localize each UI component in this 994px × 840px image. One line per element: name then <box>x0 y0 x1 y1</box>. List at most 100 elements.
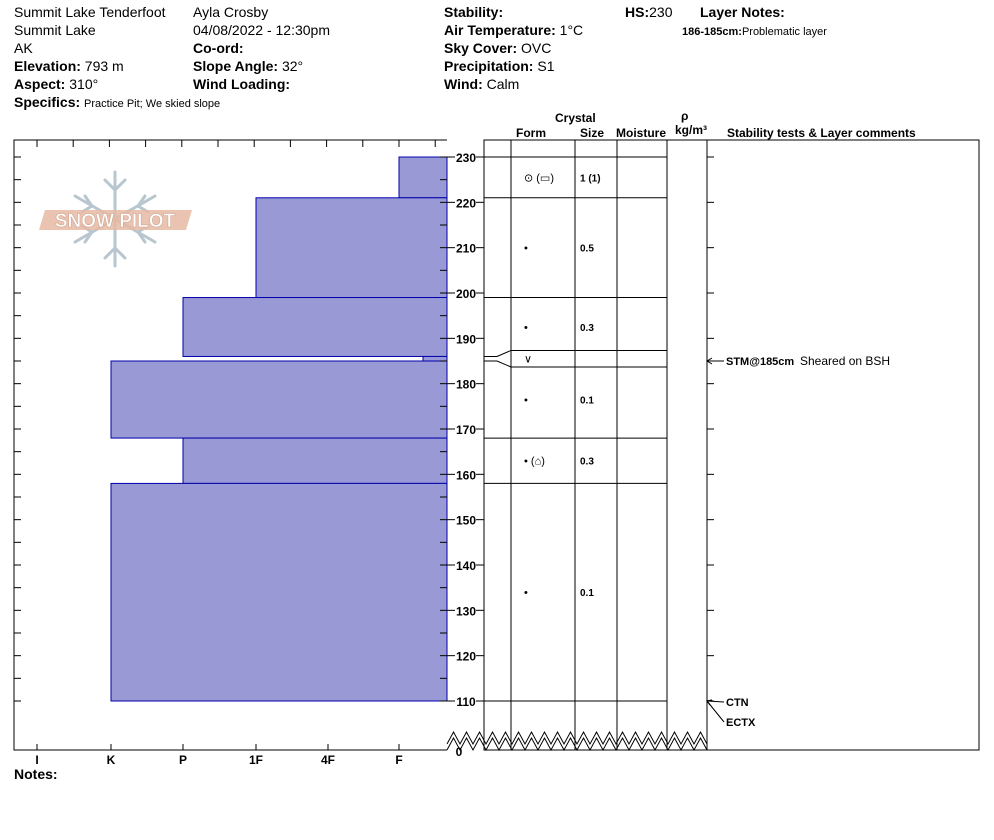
stability: Stability: <box>444 4 503 21</box>
elevation: Elevation: 793 m <box>14 58 124 75</box>
air-temp-label: Air Temperature: <box>444 22 556 38</box>
air-temperature: Air Temperature: 1°C <box>444 22 583 39</box>
height-tick-label: 110 <box>456 695 476 709</box>
height-tick-label: 230 <box>456 151 476 165</box>
test-label: CTN <box>726 697 749 709</box>
test-label: STM@185cm <box>726 356 794 368</box>
hardness-axis: I K P 1F 4F F <box>35 744 403 767</box>
layer-note-text: Problematic layer <box>741 26 827 38</box>
aspect-label: Aspect: <box>14 76 66 92</box>
sky-label: Sky Cover: <box>444 40 518 56</box>
hardness-label: K <box>107 753 116 767</box>
slope-value: 32° <box>281 58 304 74</box>
crystal-size: 0.5 <box>580 244 594 255</box>
height-tick-label: 190 <box>456 332 476 346</box>
size-header: Size <box>580 126 605 140</box>
layer-notes-label: Layer Notes: <box>700 4 785 20</box>
wind-value: Calm <box>486 76 520 92</box>
crystal-form: • <box>524 587 528 599</box>
sky-value: OVC <box>521 40 552 56</box>
height-tick-label: 120 <box>456 650 476 664</box>
hs-label: HS: <box>625 4 650 20</box>
moisture-header: Moisture <box>616 126 667 140</box>
layer-connector <box>484 350 512 357</box>
axis-break <box>446 730 708 746</box>
elevation-label: Elevation: <box>14 58 81 74</box>
height-tick-label: 180 <box>456 378 476 392</box>
precipitation: Precipitation: S1 <box>444 58 554 75</box>
crystal-form: ∨ <box>524 354 532 366</box>
test-label: ECTX <box>726 717 756 729</box>
aspect: Aspect: 310° <box>14 76 98 93</box>
height-tick-label: 160 <box>456 468 476 482</box>
crystal-header: Crystal <box>555 111 596 125</box>
density-symbol: ρ <box>681 109 689 123</box>
crystal-size: 0.1 <box>580 588 594 599</box>
crystal-size: 1 (1) <box>580 173 601 184</box>
test-arrowhead <box>706 699 713 706</box>
aspect-value: 310° <box>69 76 99 92</box>
stability-header: Stability tests & Layer comments <box>727 126 916 140</box>
specifics-label: Specifics: <box>14 94 81 110</box>
specifics: Specifics: Practice Pit; We skied slope <box>14 94 220 113</box>
height-tick-label: 170 <box>456 423 476 437</box>
table-frame <box>483 139 980 751</box>
height-tick-label: 210 <box>456 242 476 256</box>
layer-grid: ⊙ (▭) 1 (1) • 0.5 • 0.3 ∨ • 0.1 • (⌂) 0.3 • 0.1 <box>484 156 667 702</box>
crystal-size: 0.3 <box>580 323 594 334</box>
height-tick-label: 200 <box>456 287 476 301</box>
hardness-label: F <box>395 753 402 767</box>
hardness-bar <box>398 156 448 199</box>
state: AK <box>14 40 33 56</box>
hardness-bar <box>255 197 448 299</box>
wind-loading: Wind Loading: <box>193 76 290 93</box>
site-name: Summit Lake Tenderfoot <box>14 4 166 20</box>
hardness-bar <box>110 360 448 439</box>
snow-height: HS:230 <box>625 4 672 21</box>
observer: Ayla Crosby <box>193 4 269 20</box>
hardness-bar <box>182 297 448 357</box>
axis-break <box>446 736 708 752</box>
layer-note: 186-185cm:Problematic layer <box>682 24 827 41</box>
coord-label: Co-ord: <box>193 40 244 56</box>
hardness-label: I <box>35 753 38 767</box>
layer-notes: Layer Notes: <box>700 4 785 21</box>
hardness-bar <box>422 355 448 362</box>
precip-value: S1 <box>537 58 555 74</box>
location-name: Summit Lake <box>14 22 96 38</box>
hardness-frame <box>13 139 447 751</box>
crystal-form: • <box>524 395 528 407</box>
air-temp-value: 1°C <box>559 22 584 38</box>
hs-value: 230 <box>649 4 673 20</box>
crystal-form: ⊙ (▭) <box>524 172 554 184</box>
hardness-bar <box>182 437 448 484</box>
hardness-label: P <box>179 753 187 767</box>
slope-label: Slope Angle: <box>193 58 279 74</box>
hardness-label: 4F <box>321 753 335 767</box>
hardness-bar <box>110 482 448 702</box>
stability-tests: STM@185cm Sheared on BSH CTN ECTX <box>706 354 890 729</box>
notes-label: Notes: <box>14 766 58 782</box>
hardness-bars <box>110 156 448 702</box>
slope-angle: Slope Angle: 32° <box>193 58 303 75</box>
test-arrowhead <box>706 357 713 365</box>
elevation-value: 793 m <box>84 58 124 74</box>
crystal-form: • <box>524 243 528 255</box>
coord: Co-ord: <box>193 40 244 57</box>
density-unit: kg/m³ <box>675 123 708 137</box>
chart-frames <box>13 139 980 752</box>
crystal-form: • <box>524 322 528 334</box>
height-tick-label: 140 <box>456 559 476 573</box>
layer-connector <box>484 360 512 368</box>
layer-note-range: 186-185cm: <box>682 26 742 38</box>
height-tick-label: 130 <box>456 604 476 618</box>
height-tick-label: 150 <box>456 514 476 528</box>
height-break-label: 0 <box>456 745 463 759</box>
stability-label: Stability: <box>444 4 504 20</box>
test-arrow <box>706 700 725 703</box>
specifics-value: Practice Pit; We skied slope <box>84 98 221 110</box>
sky-cover: Sky Cover: OVC <box>444 40 551 57</box>
test-comment: Sheared on BSH <box>800 354 890 368</box>
form-header: Form <box>516 126 546 140</box>
